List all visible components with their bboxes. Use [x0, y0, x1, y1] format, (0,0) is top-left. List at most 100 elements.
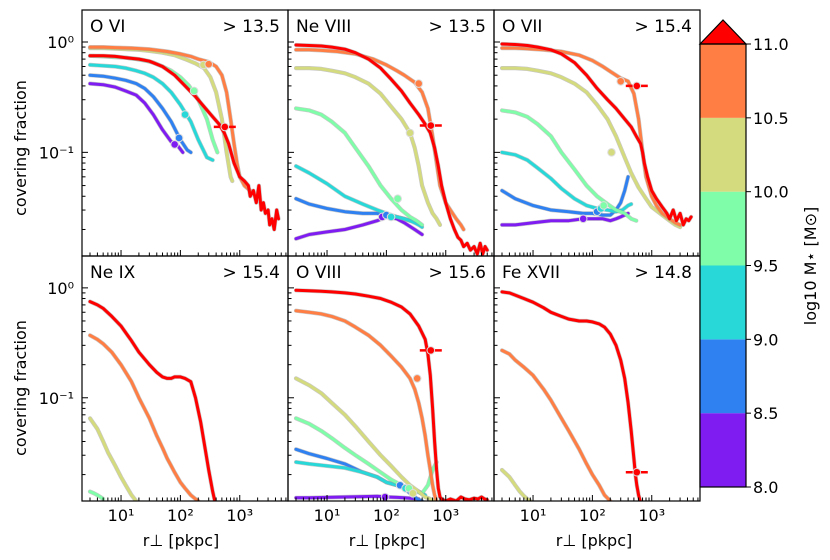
- marker-8: [380, 492, 390, 501]
- series-group: [87, 44, 281, 232]
- x-tick-label: 10¹: [108, 506, 135, 525]
- panel-o-vii: O VII > 15.4: [493, 9, 701, 257]
- x-tick-label: 10³: [638, 506, 665, 525]
- panel-ion-label: O VIII: [296, 263, 341, 283]
- series-group: [499, 289, 648, 501]
- y-tick-label: 10⁻¹: [39, 389, 74, 408]
- series-line-10: [294, 376, 437, 501]
- series-line-11: [294, 43, 489, 256]
- x-tick-label: 10¹: [520, 506, 547, 525]
- y-tick-label: 10⁻¹: [39, 143, 74, 162]
- colorbar-band: [700, 339, 746, 414]
- series-line-9: [294, 164, 424, 229]
- panel-ion-label: Ne VIII: [296, 17, 351, 37]
- marker-11: [632, 467, 642, 477]
- series-group: [499, 41, 694, 230]
- x-tick-label: 10³: [226, 506, 253, 525]
- colorbar-tick-label: 8.0: [753, 478, 778, 497]
- x-tick-label: 10²: [167, 506, 194, 525]
- marker-9: [180, 110, 190, 119]
- marker-10.5: [412, 374, 422, 383]
- colorbar-band: [700, 413, 746, 487]
- series-outline-10: [293, 65, 443, 227]
- panel-ne-viii: Ne VIII > 13.5: [287, 9, 495, 257]
- marker-9.5: [189, 86, 199, 96]
- series-line-9.5: [294, 106, 424, 227]
- panel-o-viii: 10¹ 10² 10³ O VIII > 15.6: [287, 255, 495, 525]
- series-line-8: [294, 215, 424, 241]
- series-line-9.5: [294, 416, 439, 495]
- x-tick-label: 10²: [373, 506, 400, 525]
- series-outline-10.5: [293, 47, 466, 232]
- marker-10: [408, 489, 418, 498]
- x-axis-label-right: r⊥ [pkpc]: [556, 531, 632, 550]
- panels: 10⁰ 10⁻¹ O VI > 13.5 Ne VIII > 13.5 O VII > 15.…: [39, 9, 701, 525]
- colorbar-tick-label: 10.0: [753, 183, 789, 202]
- series-line-10: [88, 416, 138, 501]
- y-tick-label: 10⁰: [47, 279, 74, 298]
- series-line-8.5: [500, 175, 630, 217]
- marker-10.5: [616, 77, 626, 86]
- series-outline-11: [499, 289, 643, 501]
- series-line-11: [88, 300, 217, 501]
- series-line-10.5: [88, 333, 200, 501]
- y-axis-label-top: covering fraction: [11, 80, 30, 216]
- panel-threshold-label: > 13.5: [223, 17, 281, 37]
- panel-threshold-label: > 15.6: [429, 263, 487, 283]
- series-line-8: [500, 211, 630, 227]
- series-group: [293, 288, 490, 501]
- panel-o-vi: 10⁰ 10⁻¹ O VI > 13.5: [39, 9, 289, 257]
- colorbar-band: [700, 191, 746, 266]
- y-tick-label: 10⁰: [47, 33, 74, 52]
- x-tick-label: 10¹: [314, 506, 341, 525]
- marker-11: [426, 121, 436, 130]
- colorbar-band: [700, 44, 746, 118]
- series-group: [293, 42, 490, 256]
- marker-10.5: [414, 79, 423, 88]
- marker-8: [578, 214, 588, 224]
- series-line-8.5: [88, 73, 193, 154]
- x-tick-label: 10³: [432, 506, 459, 525]
- panel-threshold-label: > 13.5: [429, 17, 487, 37]
- marker-10: [405, 128, 415, 138]
- marker-11: [220, 122, 230, 132]
- series-line-9.5: [88, 490, 105, 501]
- colorbar-band: [700, 117, 746, 192]
- series-line-11: [294, 288, 489, 501]
- series-line-9.5: [500, 108, 638, 223]
- series-line-10.5: [500, 348, 612, 501]
- y-axis-label-bottom: covering fraction: [11, 320, 30, 456]
- colorbar-tick-label: 11.0: [753, 35, 789, 54]
- x-axis-label-left: r⊥ [pkpc]: [143, 531, 219, 550]
- colorbar: 8.0 8.5 9.0 9.5 10.0 10.5 11.0: [698, 19, 789, 497]
- colorbar-tick-label: 8.5: [753, 404, 778, 423]
- series-line-11: [500, 290, 642, 501]
- panel-ion-label: Fe XVII: [502, 263, 560, 283]
- series-line-11: [500, 42, 693, 227]
- colorbar-tick-label: 9.5: [753, 257, 778, 276]
- marker-9: [386, 212, 396, 222]
- panel-threshold-label: > 15.4: [635, 17, 693, 37]
- marker-10.5: [204, 59, 214, 69]
- marker-9.5: [599, 201, 608, 210]
- colorbar-label: log10 M⋆ [M⊙]: [801, 207, 820, 325]
- marker-10: [607, 148, 616, 157]
- colorbar-tick-label: 10.5: [753, 109, 789, 128]
- series-line-10.5: [294, 48, 466, 231]
- panel-ne-ix: 10¹ 10² 10³ 10⁰ 10⁻¹ Ne IX > 15.4: [39, 255, 289, 525]
- series-line-11: [88, 54, 280, 231]
- colorbar-extension: [698, 19, 748, 45]
- marker-8.5: [174, 133, 184, 143]
- series-group: [87, 299, 217, 501]
- x-tick-label: 10²: [579, 506, 606, 525]
- panel-ion-label: Ne IX: [90, 263, 136, 283]
- series-line-9: [88, 63, 215, 162]
- panel-ion-label: O VI: [90, 17, 125, 37]
- panel-ion-label: O VII: [502, 17, 542, 37]
- panel-threshold-label: > 15.4: [223, 263, 281, 283]
- x-axis-label-middle: r⊥ [pkpc]: [349, 531, 425, 550]
- marker-11: [426, 346, 436, 355]
- panel-frame: [493, 255, 701, 502]
- marker-8: [170, 140, 179, 149]
